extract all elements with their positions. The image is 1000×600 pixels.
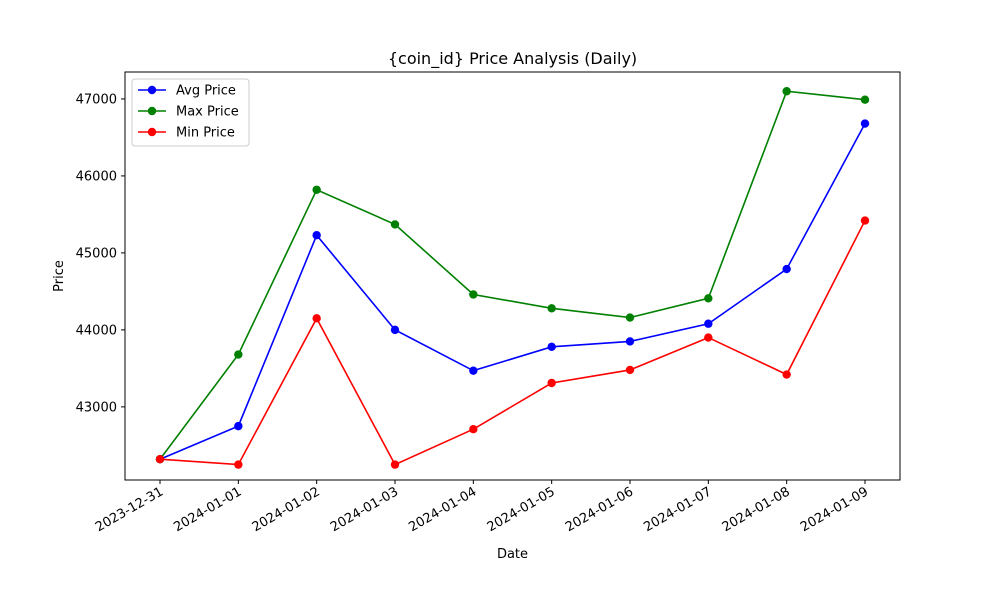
data-point-max-price — [625, 313, 635, 322]
legend-marker-min-price — [147, 127, 157, 137]
data-point-min-price — [234, 460, 243, 469]
series-min-price — [155, 216, 870, 469]
x-tick-label: 2024-01-09 — [798, 484, 871, 535]
y-axis-ticks: 43000 44000 45000 46000 47000 — [76, 92, 125, 415]
data-point-max-price — [547, 304, 556, 313]
chart-title: {coin_id} Price Analysis (Daily) — [388, 49, 637, 69]
data-point-min-price — [704, 333, 713, 342]
data-point-max-price — [704, 294, 713, 303]
data-point-avg-price — [312, 231, 321, 240]
y-tick-label: 46000 — [76, 169, 117, 184]
data-point-avg-price — [782, 264, 791, 274]
data-point-min-price — [782, 370, 791, 379]
data-point-min-price — [469, 424, 478, 434]
y-tick-label: 43000 — [76, 400, 117, 415]
data-point-max-price — [390, 220, 400, 229]
series-line-min-price — [159, 220, 866, 466]
x-tick-label: 2024-01-04 — [406, 484, 479, 535]
data-point-max-price — [782, 87, 791, 96]
data-point-max-price — [469, 290, 478, 299]
data-point-avg-price — [469, 366, 478, 375]
legend-marker-avg-price — [147, 85, 157, 95]
series-line-max-price — [159, 90, 866, 460]
y-tick-label: 45000 — [76, 246, 117, 261]
series-avg-price — [155, 119, 870, 464]
y-tick-label: 47000 — [76, 92, 117, 107]
legend-label-avg-price: Avg Price — [176, 84, 236, 99]
data-point-min-price — [625, 365, 635, 375]
data-point-min-price — [547, 378, 556, 388]
x-tick-label: 2024-01-01 — [171, 484, 244, 535]
x-tick-label: 2024-01-07 — [641, 484, 714, 535]
legend-marker-max-price — [147, 106, 157, 116]
x-tick-label: 2024-01-06 — [563, 484, 636, 535]
legend: Avg Price Max Price Min Price — [131, 78, 250, 147]
x-tick-label: 2024-01-08 — [720, 484, 793, 535]
data-point-avg-price — [547, 342, 556, 352]
legend-label-min-price: Min Price — [176, 126, 235, 141]
data-point-min-price — [155, 455, 165, 464]
x-tick-label: 2024-01-05 — [485, 484, 558, 535]
data-point-avg-price — [860, 119, 870, 128]
y-tick-label: 44000 — [76, 323, 117, 338]
series-line-avg-price — [159, 123, 866, 460]
x-tick-label: 2024-01-02 — [250, 484, 323, 535]
data-point-max-price — [860, 95, 870, 104]
data-point-min-price — [312, 314, 321, 323]
data-point-avg-price — [390, 325, 400, 335]
data-point-min-price — [390, 460, 400, 469]
data-point-avg-price — [704, 319, 713, 328]
data-point-max-price — [234, 350, 243, 359]
data-point-avg-price — [625, 337, 635, 346]
x-axis-label: Date — [497, 547, 528, 562]
series-layer — [155, 87, 870, 469]
y-axis-label: Price — [52, 260, 67, 292]
plot-area-frame — [124, 71, 901, 481]
legend-label-max-price: Max Price — [176, 105, 239, 120]
x-tick-label: 2023-12-31 — [93, 484, 166, 535]
x-tick-label: 2024-01-03 — [328, 484, 401, 535]
legend-box — [131, 78, 250, 147]
data-point-max-price — [312, 185, 321, 194]
data-point-avg-price — [234, 421, 243, 431]
x-axis-ticks: 2023-12-31 2024-01-01 2024-01-02 2024-01-03… — [93, 480, 871, 535]
series-max-price — [155, 87, 870, 464]
data-point-min-price — [860, 216, 870, 225]
